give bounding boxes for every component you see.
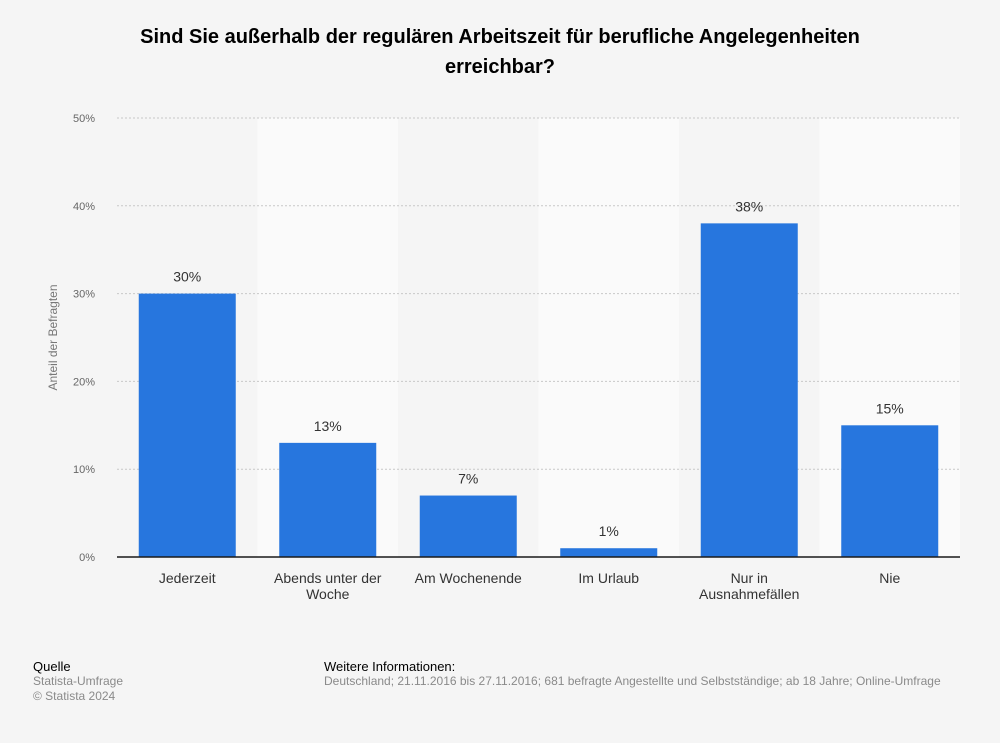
y-axis-label: Anteil der Befragten: [46, 284, 60, 390]
y-tick-label: 0%: [79, 552, 95, 564]
y-tick-label: 10%: [73, 464, 95, 476]
data-label: 1%: [599, 523, 619, 539]
x-tick-label: Nie: [879, 570, 900, 586]
source-line-survey: Statista-Umfrage: [33, 674, 124, 688]
bar: [138, 293, 236, 557]
x-tick-label-line: Abends unter der: [274, 570, 382, 586]
x-tick-label-line: Ausnahmefällen: [699, 586, 799, 602]
info-heading: Weitere Informationen:: [324, 659, 456, 674]
source-heading: Quelle: [33, 659, 71, 674]
x-tick-label: Jederzeit: [159, 570, 216, 586]
bar: [279, 442, 377, 557]
bar: [560, 548, 658, 557]
y-tick-label: 50%: [73, 113, 95, 125]
info-block: Weitere Informationen: Deutschland; 21.1…: [324, 659, 984, 689]
x-tick-label: Im Urlaub: [578, 570, 639, 586]
data-label: 13%: [314, 418, 342, 434]
x-tick-label: Nur in Ausnahmefällen: [699, 570, 799, 602]
bar: [841, 425, 939, 557]
x-tick-label-line: Jederzeit: [159, 570, 216, 586]
source-line-copyright: © Statista 2024: [33, 689, 116, 703]
x-tick-label-line: Nie: [879, 570, 900, 586]
bar: [419, 495, 517, 557]
data-label: 15%: [876, 400, 904, 416]
x-tick-label: Am Wochenende: [415, 570, 522, 586]
info-text: Deutschland; 21.11.2016 bis 27.11.2016; …: [324, 674, 941, 688]
x-tick-label-line: Am Wochenende: [415, 570, 522, 586]
y-tick-label: 20%: [73, 376, 95, 388]
bar: [700, 223, 798, 558]
data-label: 7%: [458, 471, 478, 487]
data-label: 30%: [173, 269, 201, 285]
source-block: Quelle Statista-Umfrage © Statista 2024: [33, 659, 123, 704]
y-tick-label: 40%: [73, 201, 95, 213]
x-tick-label: Abends unter der Woche: [274, 570, 382, 602]
x-tick-label-line: Woche: [306, 586, 350, 602]
category-band: [538, 118, 679, 557]
x-tick-label-line: Nur in: [731, 570, 768, 586]
y-tick-label: 30%: [73, 289, 95, 301]
chart-title: Sind Sie außerhalb der regulären Arbeits…: [140, 26, 860, 78]
x-tick-label-line: Im Urlaub: [578, 570, 639, 586]
data-label: 38%: [735, 198, 763, 214]
